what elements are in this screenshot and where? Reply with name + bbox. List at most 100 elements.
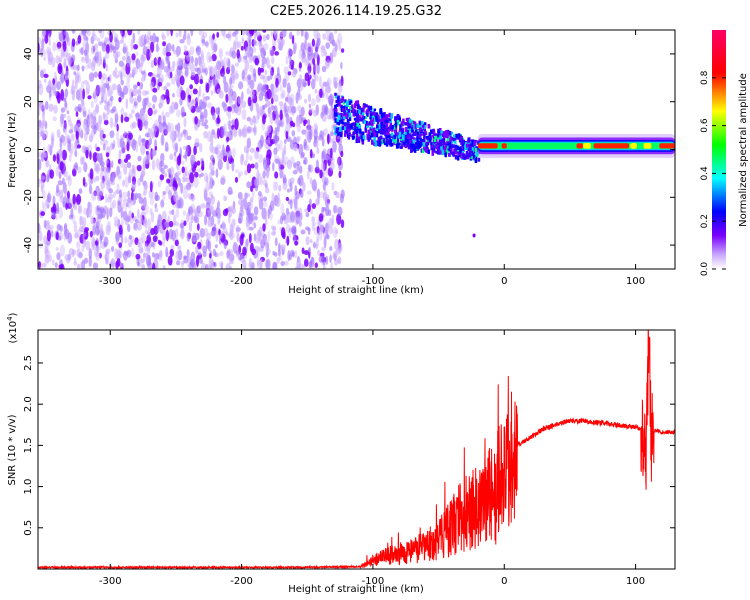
noise-cell <box>91 115 96 127</box>
noise-cell <box>246 163 252 174</box>
noise-cell <box>275 77 279 89</box>
noise-cell <box>133 101 138 106</box>
noise-cell <box>223 83 229 89</box>
noise-cell <box>110 89 114 96</box>
noise-cell <box>334 205 338 214</box>
transition-cell <box>341 121 345 125</box>
noise-cell <box>90 45 96 55</box>
noise-cell <box>70 54 76 63</box>
noise-cell <box>154 203 158 209</box>
noise-cell <box>131 66 137 76</box>
noise-cell <box>140 169 146 177</box>
transition-cell <box>457 136 461 140</box>
noise-cell <box>118 175 122 181</box>
noise-cell <box>193 176 199 188</box>
noise-cell <box>239 171 244 177</box>
noise-cell <box>220 125 226 138</box>
noise-cell <box>308 128 313 140</box>
noise-cell <box>129 96 134 104</box>
noise-cell <box>219 260 224 268</box>
noise-cell <box>213 65 218 77</box>
noise-cell <box>316 37 321 46</box>
noise-cell <box>180 182 184 194</box>
noise-cell <box>63 170 68 178</box>
noise-cell <box>236 41 242 48</box>
noise-cell <box>78 88 83 98</box>
noise-cell <box>166 82 171 87</box>
noise-cell <box>124 236 128 244</box>
transition-cell <box>446 145 450 149</box>
noise-cell <box>186 97 190 108</box>
noise-cell <box>108 74 112 83</box>
noise-cell <box>316 235 320 242</box>
noise-cell <box>159 249 163 258</box>
noise-cell <box>262 30 267 33</box>
noise-cell <box>66 190 70 200</box>
noise-cell <box>109 95 114 102</box>
noise-cell <box>45 159 50 168</box>
noise-cell <box>209 154 215 162</box>
noise-cell <box>338 170 342 179</box>
noise-cell <box>105 224 111 236</box>
noise-cell <box>43 235 47 245</box>
noise-cell <box>215 107 220 115</box>
transition-cell <box>474 148 478 153</box>
noise-cell <box>90 216 94 225</box>
noise-cell <box>130 199 136 206</box>
transition-cell <box>377 124 381 130</box>
noise-cell <box>111 245 115 252</box>
noise-cell <box>92 224 97 236</box>
noise-cell <box>198 173 202 179</box>
noise-cell <box>322 33 327 40</box>
noise-cell <box>325 255 329 265</box>
transition-cell <box>416 123 420 129</box>
noise-cell <box>64 70 70 81</box>
noise-cell <box>98 41 104 47</box>
transition-cell <box>446 129 450 135</box>
noise-cell <box>192 154 196 163</box>
noise-cell <box>250 196 254 203</box>
transition-cell <box>387 135 390 139</box>
noise-cell <box>266 124 272 134</box>
noise-cell <box>52 41 57 52</box>
noise-cell <box>258 198 264 210</box>
noise-cell <box>319 88 323 98</box>
noise-cell <box>186 182 192 191</box>
noise-cell <box>154 194 160 202</box>
transition-cell <box>360 135 363 140</box>
noise-cell <box>229 232 234 241</box>
transition-cell <box>411 136 415 140</box>
noise-cell <box>118 251 123 259</box>
noise-cell <box>196 96 200 102</box>
noise-cell <box>338 80 342 87</box>
transition-cell <box>441 149 445 155</box>
transition-cell <box>442 131 446 137</box>
noise-cell <box>64 222 68 229</box>
transition-cell <box>453 148 456 154</box>
noise-cell <box>140 54 144 66</box>
noise-cell <box>68 197 73 208</box>
transition-cell <box>430 145 433 151</box>
noise-cell <box>258 139 263 150</box>
noise-cell <box>166 42 172 52</box>
transition-cell <box>458 136 462 142</box>
noise-cell <box>310 238 313 244</box>
noise-cell <box>139 108 145 117</box>
noise-cell <box>66 110 70 115</box>
noise-cell <box>134 112 140 118</box>
transition-cell <box>375 116 378 122</box>
noise-cell <box>149 35 154 42</box>
noise-cell <box>325 59 331 66</box>
noise-cell <box>324 222 329 234</box>
noise-cell <box>122 191 128 200</box>
noise-cell <box>321 150 326 160</box>
transition-cell <box>354 118 358 123</box>
noise-cell <box>56 252 61 261</box>
transition-cell <box>424 132 428 136</box>
noise-cell <box>133 84 138 89</box>
transition-cell <box>367 137 371 142</box>
noise-cell <box>317 228 320 236</box>
noise-cell <box>273 105 278 116</box>
noise-cell <box>63 119 67 130</box>
